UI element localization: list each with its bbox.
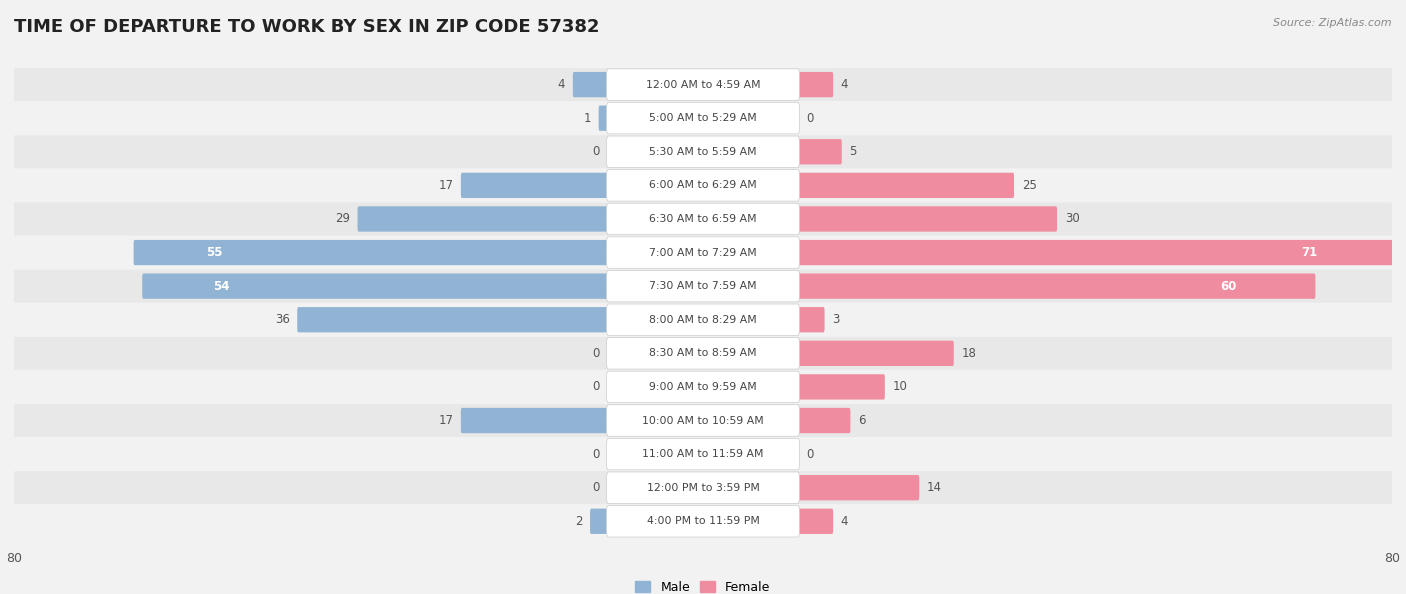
FancyBboxPatch shape (357, 206, 609, 232)
FancyBboxPatch shape (797, 475, 920, 500)
Text: 29: 29 (335, 213, 350, 226)
FancyBboxPatch shape (14, 337, 1392, 370)
Text: 18: 18 (962, 347, 976, 360)
FancyBboxPatch shape (606, 438, 800, 470)
Text: 5:00 AM to 5:29 AM: 5:00 AM to 5:29 AM (650, 113, 756, 123)
FancyBboxPatch shape (606, 203, 800, 235)
Text: 8:30 AM to 8:59 AM: 8:30 AM to 8:59 AM (650, 348, 756, 358)
Text: 0: 0 (592, 380, 599, 393)
FancyBboxPatch shape (797, 72, 834, 97)
Text: 4: 4 (558, 78, 565, 91)
Text: TIME OF DEPARTURE TO WORK BY SEX IN ZIP CODE 57382: TIME OF DEPARTURE TO WORK BY SEX IN ZIP … (14, 18, 599, 36)
Text: 10: 10 (893, 380, 907, 393)
FancyBboxPatch shape (14, 270, 1392, 302)
FancyBboxPatch shape (606, 505, 800, 537)
FancyBboxPatch shape (606, 472, 800, 504)
FancyBboxPatch shape (14, 404, 1392, 437)
Text: 12:00 PM to 3:59 PM: 12:00 PM to 3:59 PM (647, 483, 759, 492)
FancyBboxPatch shape (14, 471, 1392, 504)
Text: 4: 4 (841, 78, 848, 91)
Text: 17: 17 (439, 179, 453, 192)
FancyBboxPatch shape (797, 206, 1057, 232)
FancyBboxPatch shape (606, 371, 800, 403)
FancyBboxPatch shape (797, 139, 842, 165)
FancyBboxPatch shape (797, 374, 884, 400)
Text: 7:30 AM to 7:59 AM: 7:30 AM to 7:59 AM (650, 281, 756, 291)
Legend: Male, Female: Male, Female (630, 576, 776, 594)
Text: 0: 0 (592, 146, 599, 158)
FancyBboxPatch shape (606, 237, 800, 268)
Text: 0: 0 (592, 448, 599, 460)
FancyBboxPatch shape (606, 304, 800, 336)
FancyBboxPatch shape (797, 173, 1014, 198)
FancyBboxPatch shape (14, 102, 1392, 135)
FancyBboxPatch shape (599, 106, 609, 131)
FancyBboxPatch shape (14, 505, 1392, 538)
FancyBboxPatch shape (134, 240, 609, 265)
Text: 10:00 AM to 10:59 AM: 10:00 AM to 10:59 AM (643, 416, 763, 425)
Text: 30: 30 (1064, 213, 1080, 226)
FancyBboxPatch shape (606, 69, 800, 100)
Text: 4:00 PM to 11:59 PM: 4:00 PM to 11:59 PM (647, 516, 759, 526)
FancyBboxPatch shape (606, 136, 800, 168)
Text: 12:00 AM to 4:59 AM: 12:00 AM to 4:59 AM (645, 80, 761, 90)
FancyBboxPatch shape (606, 102, 800, 134)
Text: 0: 0 (807, 448, 814, 460)
FancyBboxPatch shape (14, 304, 1392, 336)
Text: 0: 0 (592, 481, 599, 494)
Text: 5:30 AM to 5:59 AM: 5:30 AM to 5:59 AM (650, 147, 756, 157)
FancyBboxPatch shape (797, 408, 851, 433)
Text: 6:00 AM to 6:29 AM: 6:00 AM to 6:29 AM (650, 181, 756, 190)
Text: 0: 0 (592, 347, 599, 360)
FancyBboxPatch shape (797, 307, 824, 333)
Text: 25: 25 (1022, 179, 1036, 192)
FancyBboxPatch shape (14, 203, 1392, 235)
FancyBboxPatch shape (14, 438, 1392, 470)
Text: 6: 6 (858, 414, 866, 427)
FancyBboxPatch shape (797, 341, 953, 366)
FancyBboxPatch shape (142, 273, 609, 299)
FancyBboxPatch shape (606, 405, 800, 436)
Text: 4: 4 (841, 515, 848, 528)
FancyBboxPatch shape (461, 173, 609, 198)
FancyBboxPatch shape (606, 337, 800, 369)
FancyBboxPatch shape (14, 236, 1392, 269)
Text: Source: ZipAtlas.com: Source: ZipAtlas.com (1274, 18, 1392, 28)
FancyBboxPatch shape (591, 508, 609, 534)
FancyBboxPatch shape (797, 240, 1406, 265)
Text: 36: 36 (274, 313, 290, 326)
Text: 1: 1 (583, 112, 591, 125)
FancyBboxPatch shape (606, 270, 800, 302)
FancyBboxPatch shape (797, 508, 834, 534)
FancyBboxPatch shape (572, 72, 609, 97)
Text: 11:00 AM to 11:59 AM: 11:00 AM to 11:59 AM (643, 449, 763, 459)
Text: 0: 0 (807, 112, 814, 125)
Text: 9:00 AM to 9:59 AM: 9:00 AM to 9:59 AM (650, 382, 756, 392)
FancyBboxPatch shape (797, 273, 1316, 299)
Text: 54: 54 (212, 280, 229, 293)
Text: 5: 5 (849, 146, 856, 158)
FancyBboxPatch shape (14, 68, 1392, 101)
Text: 17: 17 (439, 414, 453, 427)
FancyBboxPatch shape (297, 307, 609, 333)
Text: 60: 60 (1220, 280, 1237, 293)
Text: 8:00 AM to 8:29 AM: 8:00 AM to 8:29 AM (650, 315, 756, 325)
FancyBboxPatch shape (606, 170, 800, 201)
Text: 3: 3 (832, 313, 839, 326)
FancyBboxPatch shape (461, 408, 609, 433)
Text: 7:00 AM to 7:29 AM: 7:00 AM to 7:29 AM (650, 248, 756, 258)
FancyBboxPatch shape (14, 169, 1392, 202)
FancyBboxPatch shape (14, 135, 1392, 168)
Text: 55: 55 (205, 246, 222, 259)
FancyBboxPatch shape (14, 371, 1392, 403)
Text: 2: 2 (575, 515, 582, 528)
Text: 6:30 AM to 6:59 AM: 6:30 AM to 6:59 AM (650, 214, 756, 224)
Text: 71: 71 (1301, 246, 1317, 259)
Text: 14: 14 (927, 481, 942, 494)
